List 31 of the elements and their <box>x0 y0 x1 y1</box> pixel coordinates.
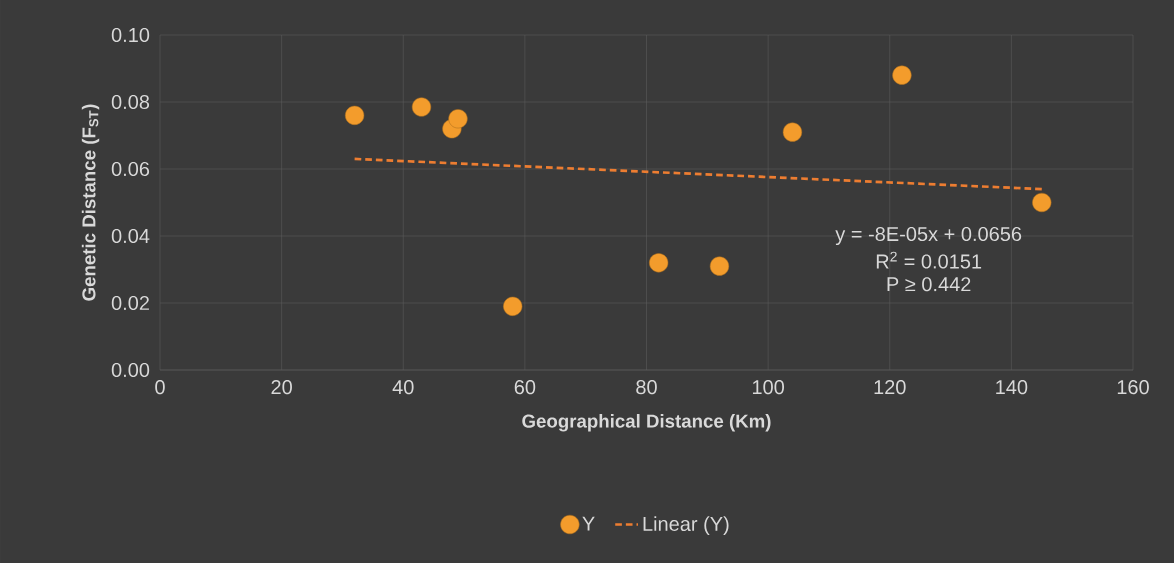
annotation: P ≥ 0.442 <box>887 277 971 292</box>
y-tick-label: 0.02 <box>111 295 149 311</box>
annotation: R$^{2}$ = 0.0151 <box>876 251 982 269</box>
point <box>503 296 523 316</box>
point <box>709 256 730 276</box>
x-tick-label: 0 <box>155 380 165 395</box>
y-tick-label: 0.08 <box>111 94 150 110</box>
point <box>345 105 365 125</box>
x-axis-title: Geographical Distance (Km) <box>522 414 771 432</box>
x-tick-label: 20 <box>271 380 292 395</box>
x-tick-label: 160 <box>1117 380 1149 395</box>
point <box>892 65 912 85</box>
annotation: y = -8E-05x + 0.0656 <box>835 226 1022 246</box>
y-tick-label: 0.06 <box>111 161 150 177</box>
point <box>1032 192 1052 213</box>
y-tick-label: 0.00 <box>111 362 150 378</box>
x-tick-label: 60 <box>514 380 536 395</box>
y-axis-title: Genetic Distance (F$_{ST}$) <box>81 104 100 301</box>
x-tick-label: 120 <box>874 380 906 395</box>
x-tick-label: 40 <box>392 380 414 395</box>
y-tick-label: 0.10 <box>111 27 150 43</box>
y-tick-label: 0.04 <box>111 228 150 244</box>
point <box>649 253 669 273</box>
x-tick-label: 100 <box>752 380 785 395</box>
legend-label: Linear (Y) <box>643 516 729 535</box>
point <box>782 122 803 142</box>
x-tick-label: 140 <box>996 380 1028 395</box>
x-tick-label: 80 <box>636 380 657 395</box>
legend-label: Y <box>582 516 595 531</box>
point <box>448 109 468 129</box>
point <box>411 97 432 117</box>
